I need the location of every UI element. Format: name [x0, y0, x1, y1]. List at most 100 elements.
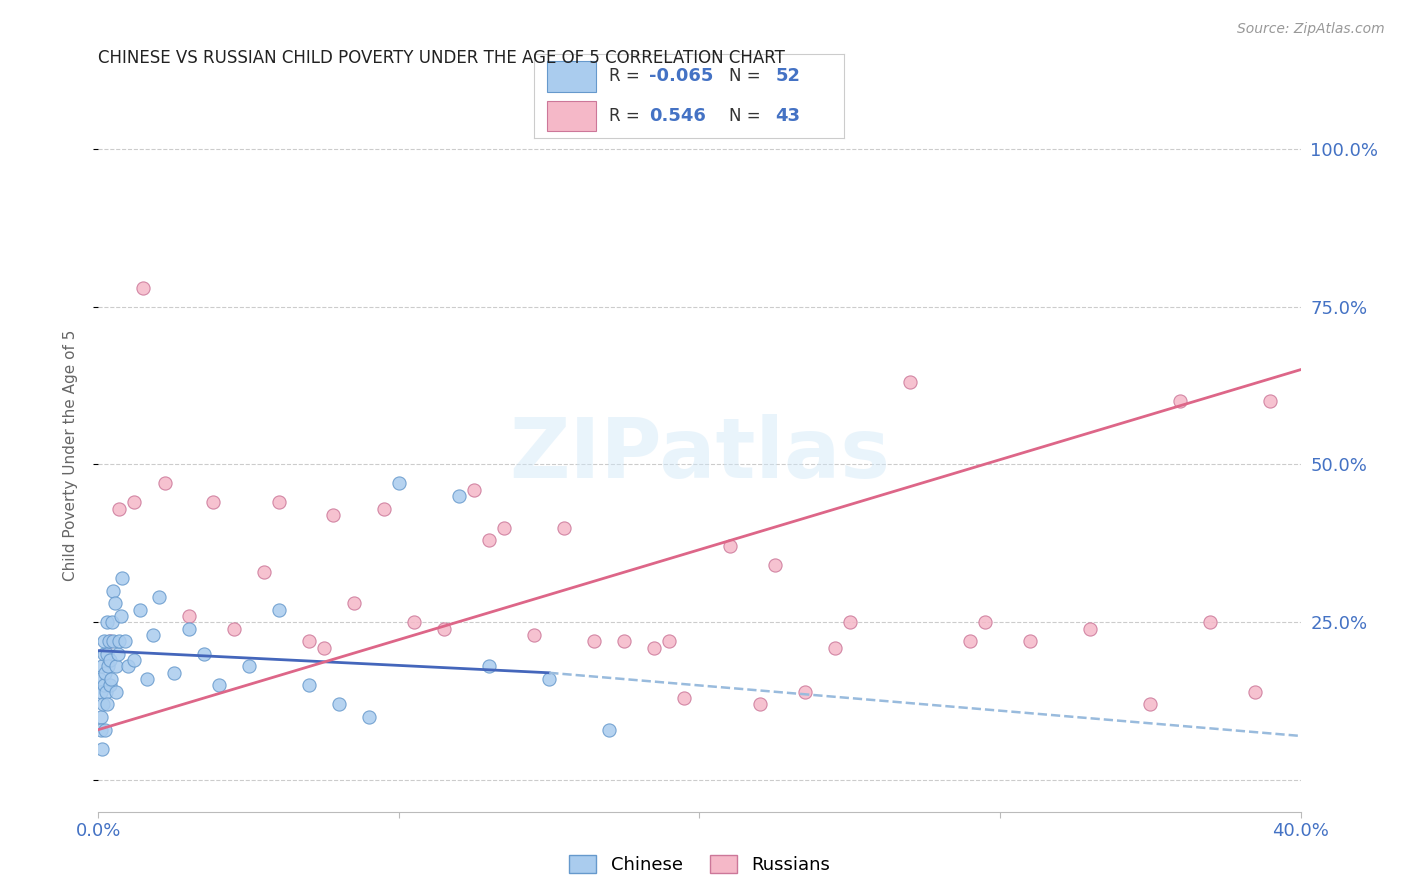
Point — [96, 698, 118, 712]
Point — [538, 672, 561, 686]
Point — [298, 634, 321, 648]
Point — [322, 508, 344, 522]
Point — [162, 665, 184, 680]
Text: R =: R = — [609, 68, 644, 86]
Point — [1260, 394, 1282, 409]
Point — [373, 501, 395, 516]
Point — [447, 489, 470, 503]
Point — [1170, 394, 1192, 409]
Point — [643, 640, 665, 655]
Point — [312, 640, 335, 655]
Text: R =: R = — [609, 107, 650, 125]
Point — [96, 647, 118, 661]
Point — [267, 602, 290, 616]
Point — [90, 684, 112, 698]
Point — [673, 691, 696, 706]
Point — [238, 659, 260, 673]
Point — [494, 520, 516, 534]
Point — [763, 558, 786, 573]
Bar — [547, 62, 596, 92]
Point — [193, 647, 215, 661]
Point — [718, 540, 741, 554]
Point — [343, 596, 366, 610]
Point — [267, 495, 290, 509]
Point — [89, 672, 111, 686]
Point — [402, 615, 425, 630]
Text: 52: 52 — [776, 68, 800, 86]
Point — [90, 723, 112, 737]
Point — [93, 647, 115, 661]
Point — [898, 376, 921, 390]
Y-axis label: Child Poverty Under the Age of 5: Child Poverty Under the Age of 5 — [63, 329, 77, 581]
Point — [100, 672, 122, 686]
Point — [748, 698, 770, 712]
Bar — [547, 101, 596, 131]
Point — [93, 678, 115, 692]
Point — [91, 698, 114, 712]
Point — [433, 622, 456, 636]
Point — [298, 678, 321, 692]
Point — [104, 684, 127, 698]
Point — [93, 634, 115, 648]
Text: N =: N = — [730, 68, 766, 86]
Point — [824, 640, 846, 655]
Point — [478, 659, 501, 673]
Point — [97, 659, 120, 673]
Point — [108, 634, 131, 648]
Point — [124, 495, 146, 509]
Point — [108, 501, 131, 516]
Point — [100, 634, 122, 648]
Point — [974, 615, 997, 630]
Point — [598, 723, 620, 737]
Point — [104, 596, 127, 610]
Point — [222, 622, 245, 636]
Text: N =: N = — [730, 107, 766, 125]
Point — [201, 495, 224, 509]
Point — [388, 476, 411, 491]
Point — [838, 615, 860, 630]
Point — [141, 628, 163, 642]
Point — [114, 634, 136, 648]
Point — [129, 602, 152, 616]
Point — [94, 665, 117, 680]
Point — [357, 710, 380, 724]
Point — [91, 741, 114, 756]
Text: 43: 43 — [776, 107, 800, 125]
Point — [94, 684, 117, 698]
Point — [97, 634, 120, 648]
Legend: Chinese, Russians: Chinese, Russians — [562, 847, 837, 881]
Point — [96, 615, 118, 630]
Point — [91, 659, 114, 673]
Text: -0.065: -0.065 — [648, 68, 713, 86]
Point — [658, 634, 681, 648]
Text: 0.546: 0.546 — [648, 107, 706, 125]
Point — [105, 659, 128, 673]
Point — [523, 628, 546, 642]
Text: Source: ZipAtlas.com: Source: ZipAtlas.com — [1237, 22, 1385, 37]
Point — [110, 609, 132, 624]
Point — [101, 634, 124, 648]
Point — [1244, 684, 1267, 698]
Point — [153, 476, 176, 491]
Text: ZIPatlas: ZIPatlas — [509, 415, 890, 495]
Point — [463, 483, 485, 497]
Point — [1139, 698, 1161, 712]
Point — [117, 659, 139, 673]
Point — [208, 678, 231, 692]
Point — [103, 583, 125, 598]
Point — [613, 634, 636, 648]
Point — [132, 280, 155, 294]
Point — [124, 653, 146, 667]
Point — [328, 698, 350, 712]
Point — [98, 678, 121, 692]
Point — [94, 723, 117, 737]
Point — [553, 520, 575, 534]
Point — [253, 565, 276, 579]
Point — [177, 622, 200, 636]
Point — [177, 609, 200, 624]
Point — [148, 590, 170, 604]
Text: CHINESE VS RUSSIAN CHILD POVERTY UNDER THE AGE OF 5 CORRELATION CHART: CHINESE VS RUSSIAN CHILD POVERTY UNDER T… — [98, 49, 786, 67]
Point — [1078, 622, 1101, 636]
Point — [101, 615, 124, 630]
Point — [100, 653, 122, 667]
